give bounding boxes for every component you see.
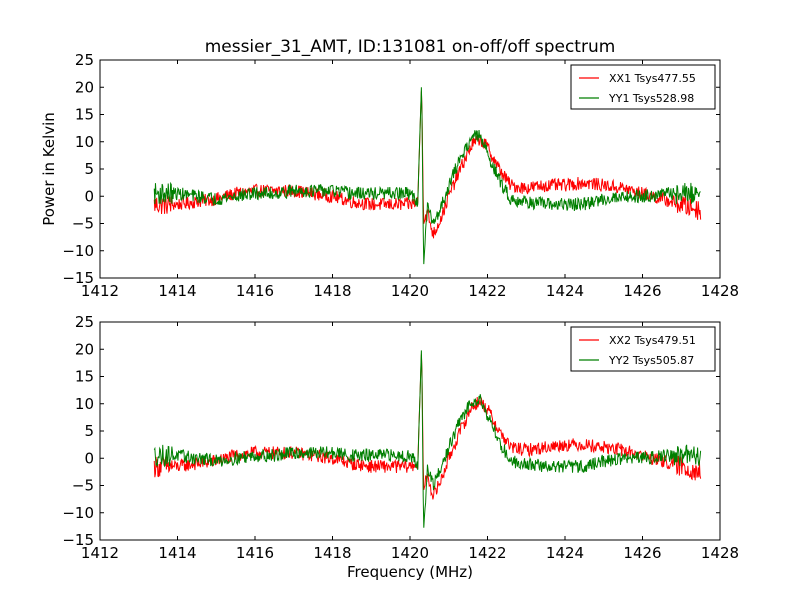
legend-box: [570, 326, 716, 372]
chart-title: messier_31_AMT, ID:131081 on-off/off spe…: [205, 37, 616, 57]
x-tick-label: 1420: [391, 544, 429, 562]
series-line-YY2 Tsys505.87: [153, 350, 702, 528]
x-tick-label: 1416: [236, 544, 274, 562]
x-tick-label: 1426: [623, 544, 661, 562]
x-tick-label: 1416: [236, 282, 274, 300]
y-tick-label: −10: [62, 242, 94, 260]
y-axis-label: Power in Kelvin: [40, 112, 58, 226]
top-panel: 1412 1414 1416 1418 1420 1422 1424 1426 1428 25 20…: [40, 51, 739, 300]
legend-label: XX2 Tsys479.51: [609, 334, 696, 347]
series-lines: [153, 350, 702, 528]
y-tick-label: −5: [72, 215, 94, 233]
x-tick-label: 1428: [701, 544, 739, 562]
legend-box: [570, 64, 716, 110]
y-tick-label: −10: [62, 504, 94, 522]
legend: XX2 Tsys479.51 YY2 Tsys505.87: [570, 326, 716, 372]
legend-label: YY1 Tsys528.98: [608, 92, 694, 105]
y-tick-label: 5: [84, 422, 94, 440]
x-tick-label: 1412: [81, 544, 119, 562]
y-tick-label: 20: [75, 78, 94, 96]
y-tick-label: 0: [84, 187, 94, 205]
x-tick-label: 1418: [313, 282, 351, 300]
x-tick-label: 1420: [391, 282, 429, 300]
y-tick-label: 15: [75, 368, 94, 386]
y-tick-label: 10: [75, 395, 94, 413]
series-lines: [153, 87, 702, 265]
x-tick-label: 1426: [623, 282, 661, 300]
y-tick-label: 25: [75, 51, 94, 69]
x-tick-label: 1424: [546, 282, 584, 300]
x-tick-label: 1424: [546, 544, 584, 562]
x-tick-label: 1418: [313, 544, 351, 562]
x-tick-label: 1412: [81, 282, 119, 300]
y-tick-label: −5: [72, 477, 94, 495]
legend-label: YY2 Tsys505.87: [608, 354, 694, 367]
y-tick-label: 15: [75, 106, 94, 124]
x-tick-label: 1428: [701, 282, 739, 300]
x-tick-label: 1414: [158, 282, 196, 300]
x-tick-label: 1422: [468, 544, 506, 562]
x-tick-label: 1414: [158, 544, 196, 562]
y-tick-label: 10: [75, 133, 94, 151]
x-axis-label: Frequency (MHz): [347, 563, 473, 581]
legend-label: XX1 Tsys477.55: [609, 72, 696, 85]
y-tick-label: 25: [75, 313, 94, 331]
bottom-panel: 1412 1414 1416 1418 1420 1422 1424 1426 1428 25 20…: [62, 313, 739, 581]
legend: XX1 Tsys477.55 YY1 Tsys528.98: [570, 64, 716, 110]
y-tick-label: 5: [84, 160, 94, 178]
y-tick-label: −15: [62, 269, 94, 287]
x-tick-label: 1422: [468, 282, 506, 300]
series-line-YY1 Tsys528.98: [153, 87, 701, 265]
y-tick-label: 20: [75, 340, 94, 358]
y-tick-label: −15: [62, 531, 94, 549]
y-tick-label: 0: [84, 449, 94, 467]
